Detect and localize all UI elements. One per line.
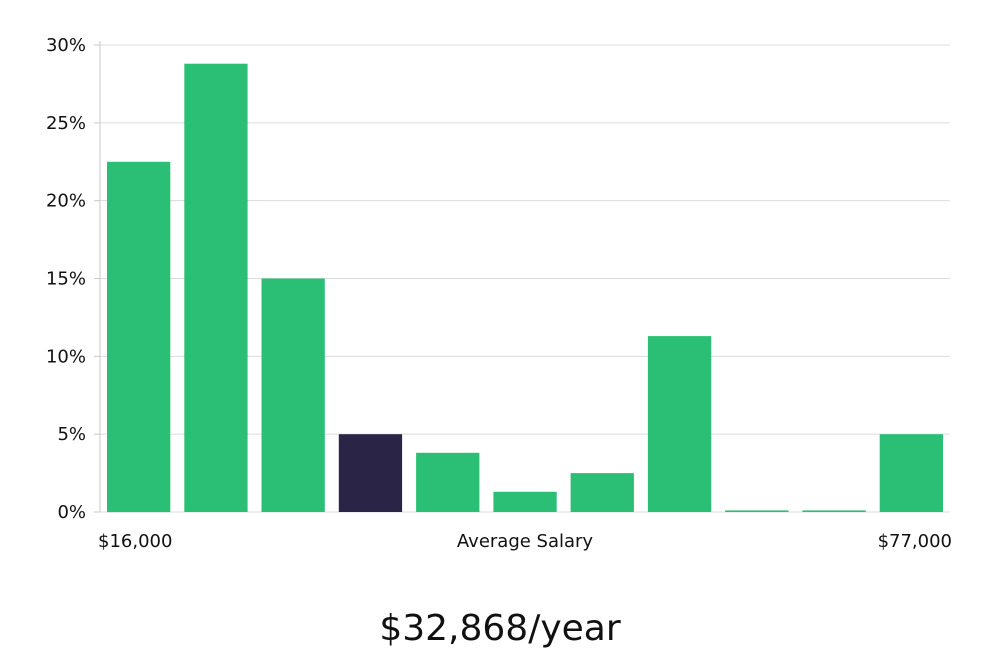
bar [647,336,712,512]
bar [802,510,866,512]
x-max-label: $77,000 [878,531,952,552]
average-salary-headline: $32,868/year [379,608,621,649]
x-min-label: $16,000 [98,531,172,552]
x-axis-title: Average Salary [457,531,594,552]
y-axis [94,41,101,513]
bar [261,278,325,512]
bar [879,434,943,512]
x-axis-labels: $16,000 Average Salary $77,000 [98,531,952,552]
bar-highlighted [338,434,403,512]
salary-histogram-chart: 0% 5% 10% 15% 20% 25% 30% $16,000 Average Sala… [46,35,952,552]
y-tick-labels: 0% 5% 10% 15% 20% 25% 30% [46,35,86,523]
y-tick-label: 20% [46,191,86,212]
y-tick-label: 15% [46,269,86,290]
bar [184,63,248,512]
bar [416,452,480,512]
y-tick-label: 30% [46,35,86,56]
y-tick-label: 5% [57,424,86,445]
y-tick-label: 0% [57,502,86,523]
bars [107,63,943,513]
bar [725,510,789,512]
bar [107,161,171,513]
y-tick-label: 10% [46,346,86,367]
bar [570,473,634,512]
bar [493,491,557,512]
y-tick-label: 25% [46,113,86,134]
